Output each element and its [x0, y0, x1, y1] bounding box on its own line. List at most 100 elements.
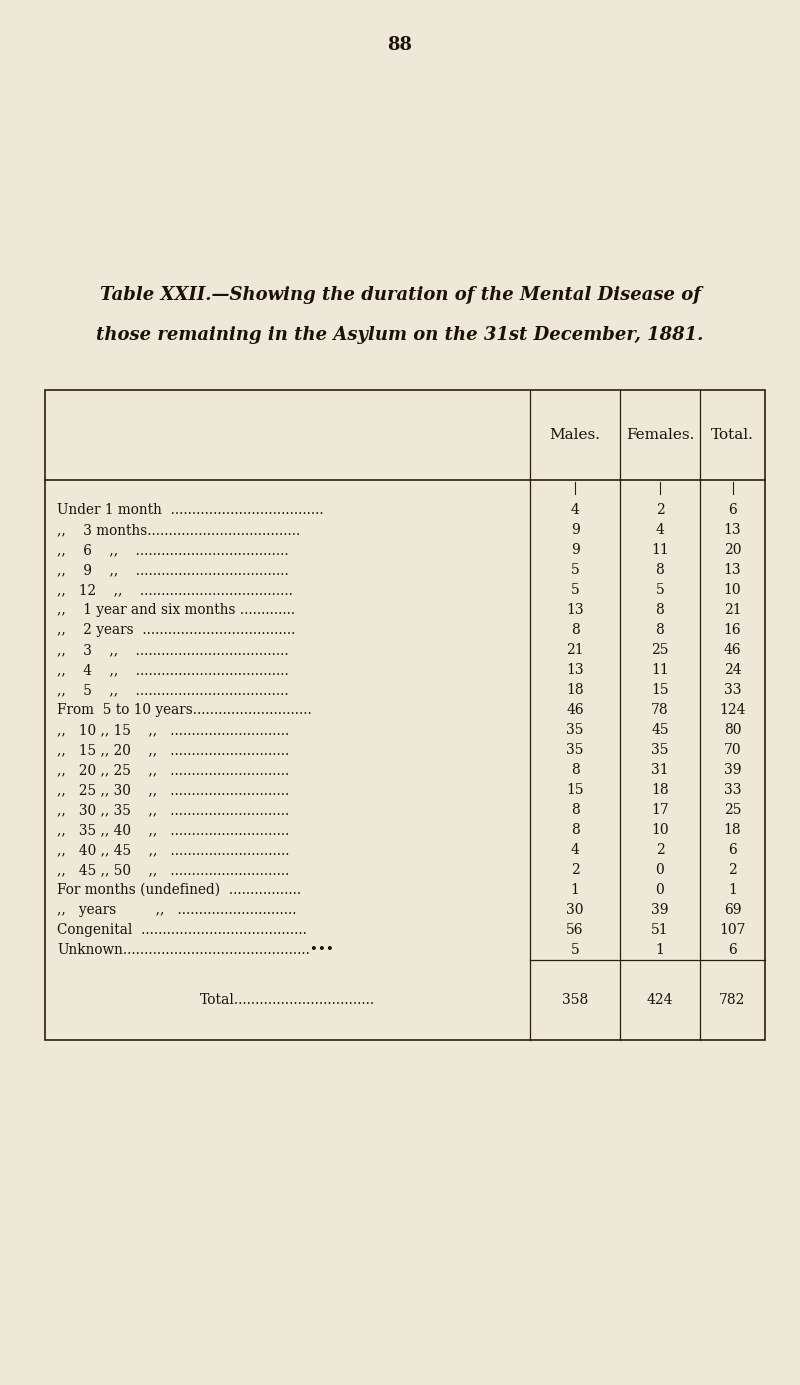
Bar	[45, 391, 765, 1040]
Text: 8: 8	[656, 602, 664, 616]
Text: 51: 51	[651, 922, 669, 938]
Text: Under 1 month  ....................................: Under 1 month ..........................…	[57, 503, 324, 517]
Text: Females.: Females.	[626, 428, 694, 442]
Text: 8: 8	[570, 623, 579, 637]
Text: those remaining in the Asylum on the 31st December, 1881.: those remaining in the Asylum on the 31s…	[96, 325, 704, 343]
Text: 25: 25	[651, 643, 669, 656]
Text: 358: 358	[562, 993, 588, 1007]
Text: ,,    9    ,,    ....................................: ,, 9 ,, ................................…	[57, 562, 289, 578]
Text: 18: 18	[566, 683, 584, 697]
Text: 13: 13	[566, 602, 584, 616]
Text: 4: 4	[570, 843, 579, 857]
Text: 46: 46	[724, 643, 742, 656]
Text: ,,   30 ,, 35    ,,   ............................: ,, 30 ,, 35 ,, .........................…	[57, 803, 290, 817]
Text: 80: 80	[724, 723, 742, 737]
Text: 45: 45	[651, 723, 669, 737]
Text: 21: 21	[566, 643, 584, 656]
Text: From  5 to 10 years............................: From 5 to 10 years......................…	[57, 704, 312, 717]
Text: 21: 21	[724, 602, 742, 616]
Text: Total.................................: Total.................................	[200, 993, 375, 1007]
Text: 16: 16	[724, 623, 742, 637]
Text: 5: 5	[570, 583, 579, 597]
Text: ,,   12    ,,    ....................................: ,, 12 ,, ...............................…	[57, 583, 293, 597]
Text: ,,    1 year and six months .............: ,, 1 year and six months .............	[57, 602, 295, 616]
Text: ,,   20 ,, 25    ,,   ............................: ,, 20 ,, 25 ,, .........................…	[57, 763, 290, 777]
Text: 11: 11	[651, 543, 669, 557]
Text: 5: 5	[570, 943, 579, 957]
Text: ,,   40 ,, 45    ,,   ............................: ,, 40 ,, 45 ,, .........................…	[57, 843, 290, 857]
Text: 10: 10	[724, 583, 742, 597]
Text: 2: 2	[656, 503, 664, 517]
Text: 2: 2	[728, 863, 737, 877]
Text: 10: 10	[651, 823, 669, 837]
Text: 5: 5	[656, 583, 664, 597]
Text: ,,   45 ,, 50    ,,   ............................: ,, 45 ,, 50 ,, .........................…	[57, 863, 290, 877]
Text: 9: 9	[570, 524, 579, 537]
Text: 15: 15	[651, 683, 669, 697]
Text: 1: 1	[728, 884, 737, 897]
Text: Total.: Total.	[711, 428, 754, 442]
Text: 6: 6	[728, 503, 737, 517]
Text: 2: 2	[656, 843, 664, 857]
Text: 35: 35	[566, 742, 584, 758]
Text: 13: 13	[724, 524, 742, 537]
Text: ,,    2 years  ....................................: ,, 2 years .............................…	[57, 623, 295, 637]
Text: 30: 30	[566, 903, 584, 917]
Text: Congenital  .......................................: Congenital .............................…	[57, 922, 307, 938]
Text: 6: 6	[728, 843, 737, 857]
Text: 20: 20	[724, 543, 742, 557]
Text: 1: 1	[570, 884, 579, 897]
Text: 8: 8	[570, 763, 579, 777]
Text: 18: 18	[724, 823, 742, 837]
Text: 9: 9	[570, 543, 579, 557]
Text: Unknown............................................•••: Unknown.................................…	[57, 943, 334, 957]
Text: 35: 35	[566, 723, 584, 737]
Text: 18: 18	[651, 783, 669, 796]
Text: For months (undefined)  .................: For months (undefined) .................	[57, 884, 301, 897]
Text: ,,   25 ,, 30    ,,   ............................: ,, 25 ,, 30 ,, .........................…	[57, 783, 290, 796]
Text: 13: 13	[566, 663, 584, 677]
Text: 5: 5	[570, 562, 579, 578]
Text: 424: 424	[646, 993, 674, 1007]
Text: ,,    3    ,,    ....................................: ,, 3 ,, ................................…	[57, 643, 289, 656]
Text: 8: 8	[656, 562, 664, 578]
Text: 11: 11	[651, 663, 669, 677]
Text: ,,    5    ,,    ....................................: ,, 5 ,, ................................…	[57, 683, 289, 697]
Text: 8: 8	[570, 803, 579, 817]
Text: 33: 33	[724, 783, 742, 796]
Text: 8: 8	[570, 823, 579, 837]
Text: 39: 39	[724, 763, 742, 777]
Text: 33: 33	[724, 683, 742, 697]
Text: 8: 8	[656, 623, 664, 637]
Text: 15: 15	[566, 783, 584, 796]
Text: 88: 88	[387, 36, 413, 54]
Text: 70: 70	[724, 742, 742, 758]
Text: ,,   years         ,,   ............................: ,, years ,, ............................	[57, 903, 297, 917]
Text: 39: 39	[651, 903, 669, 917]
Text: 56: 56	[566, 922, 584, 938]
Text: 35: 35	[651, 742, 669, 758]
Text: 4: 4	[570, 503, 579, 517]
Text: 31: 31	[651, 763, 669, 777]
Text: ,,    6    ,,    ....................................: ,, 6 ,, ................................…	[57, 543, 289, 557]
Text: 0: 0	[656, 884, 664, 897]
Text: 124: 124	[719, 704, 746, 717]
Text: 0: 0	[656, 863, 664, 877]
Text: Males.: Males.	[550, 428, 601, 442]
Text: 24: 24	[724, 663, 742, 677]
Text: 4: 4	[655, 524, 665, 537]
Text: 13: 13	[724, 562, 742, 578]
Text: 107: 107	[719, 922, 746, 938]
Text: 46: 46	[566, 704, 584, 717]
Text: ,,    4    ,,    ....................................: ,, 4 ,, ................................…	[57, 663, 289, 677]
Text: 2: 2	[570, 863, 579, 877]
Text: ,,    3 months....................................: ,, 3 months.............................…	[57, 524, 300, 537]
Text: 25: 25	[724, 803, 742, 817]
Text: 69: 69	[724, 903, 742, 917]
Text: Table XXII.—Showing the duration of the Mental Disease of: Table XXII.—Showing the duration of the …	[99, 285, 701, 303]
Text: ,,   15 ,, 20    ,,   ............................: ,, 15 ,, 20 ,, .........................…	[57, 742, 290, 758]
Text: 782: 782	[719, 993, 746, 1007]
Text: 78: 78	[651, 704, 669, 717]
Text: 1: 1	[655, 943, 665, 957]
Text: 6: 6	[728, 943, 737, 957]
